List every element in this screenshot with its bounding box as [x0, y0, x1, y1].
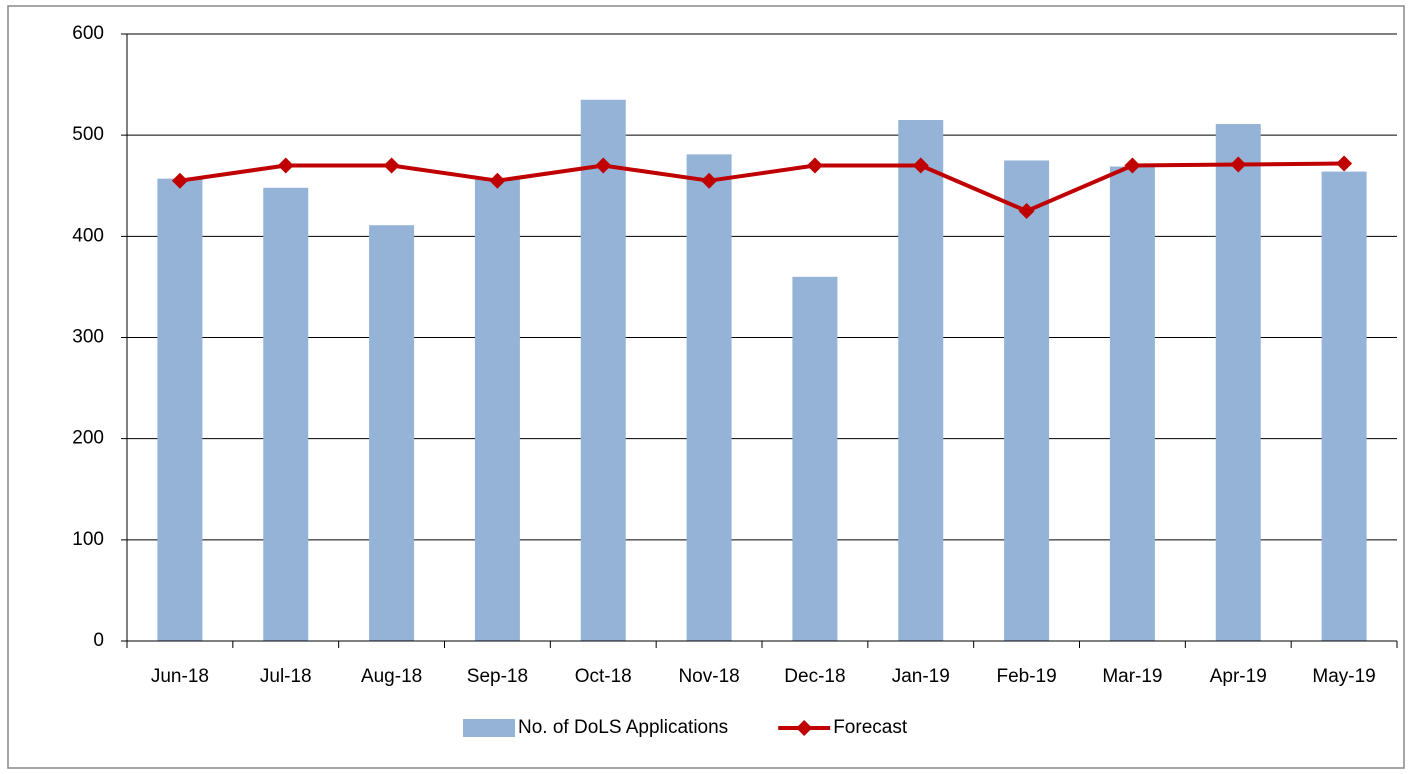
- y-tick-label: 0: [93, 630, 104, 651]
- y-tick-label: 200: [72, 428, 104, 449]
- x-tick-label: May-19: [1312, 666, 1375, 687]
- line-marker: [912, 157, 929, 174]
- line-marker: [1018, 203, 1035, 220]
- x-tick-label: Feb-19: [996, 666, 1056, 687]
- line-marker: [1336, 155, 1353, 172]
- x-tick-label: Jan-19: [892, 666, 950, 687]
- bar: [157, 178, 203, 641]
- line-marker: [806, 157, 823, 174]
- line-marker: [1230, 156, 1247, 173]
- bar: [1109, 166, 1155, 642]
- y-tick-label: 100: [72, 529, 104, 550]
- line-marker: [277, 157, 294, 174]
- legend-label: Forecast: [833, 717, 908, 738]
- x-tick-label: Jun-18: [151, 666, 209, 687]
- y-tick-label: 600: [72, 23, 104, 44]
- legend-swatch: [463, 719, 515, 737]
- x-tick-label: Dec-18: [784, 666, 845, 687]
- bar: [1321, 171, 1367, 641]
- bar: [263, 187, 309, 642]
- x-tick-label: Oct-18: [575, 666, 632, 687]
- line-marker: [1124, 157, 1141, 174]
- legend-swatch: [796, 720, 813, 736]
- line: [179, 161, 1345, 214]
- bar: [474, 178, 520, 641]
- x-tick-label: Nov-18: [678, 666, 739, 687]
- y-tick-label: 400: [72, 225, 104, 246]
- line-marker: [595, 157, 612, 174]
- line-marker: [701, 172, 718, 189]
- y-tick-label: 500: [72, 124, 104, 145]
- line-marker: [489, 172, 506, 189]
- line-marker: [171, 172, 188, 189]
- bar: [580, 99, 626, 642]
- y-tick-label: 300: [72, 327, 104, 348]
- x-tick-label: Aug-18: [361, 666, 422, 687]
- bar: [1215, 124, 1261, 641]
- line-marker: [383, 157, 400, 174]
- x-tick-label: Sep-18: [467, 666, 528, 687]
- bar: [898, 119, 944, 641]
- bar: [1004, 160, 1050, 642]
- legend-label: No. of DoLS Applications: [518, 717, 728, 738]
- x-tick-label: Mar-19: [1102, 666, 1162, 687]
- bar: [686, 154, 732, 641]
- bar: [369, 225, 415, 641]
- x-tick-label: Jul-18: [260, 666, 312, 687]
- x-tick-label: Apr-19: [1210, 666, 1267, 687]
- bar: [792, 276, 838, 641]
